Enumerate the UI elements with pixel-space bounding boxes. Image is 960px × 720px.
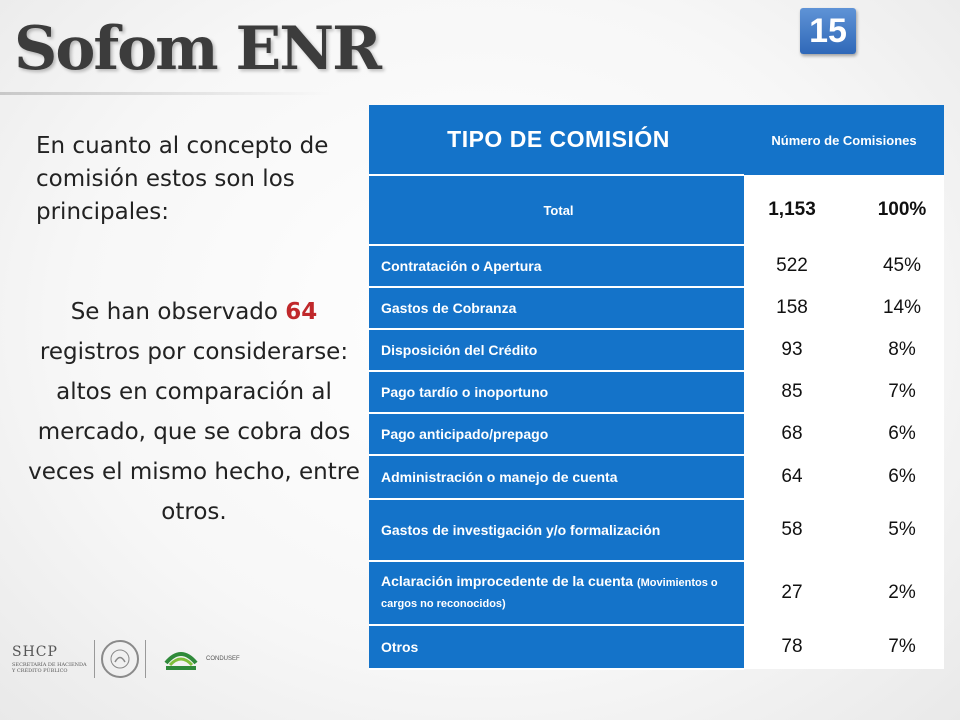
row-label: Pago tardío o inoportuno — [369, 370, 744, 414]
table-header-row: TIPO DE COMISIÓN Número de Comisiones — [369, 105, 945, 176]
row-value: 27 — [744, 561, 860, 625]
header-commission-count: Número de Comisiones — [744, 105, 945, 175]
logo-divider — [145, 640, 146, 678]
row-value: 93 — [744, 329, 860, 371]
row-pct: 14% — [860, 287, 945, 329]
row-value: 158 — [744, 287, 860, 329]
intro-text: En cuanto al concepto de comisión estos … — [36, 133, 329, 225]
row-pct: 6% — [860, 455, 945, 499]
mexico-seal-icon — [101, 640, 139, 678]
title-underline — [0, 92, 330, 95]
total-label: Total — [369, 174, 744, 246]
row-label: Aclaración improcedente de la cuenta — [381, 573, 634, 589]
table-row: Contratación o Apertura 522 45% — [369, 244, 945, 288]
row-pct: 8% — [860, 329, 945, 371]
row-label: Pago anticipado/prepago — [369, 412, 744, 456]
row-label: Otros — [369, 624, 744, 670]
row-label: Contratación o Apertura — [369, 244, 744, 288]
table-row: Gastos de investigación y/o formalizació… — [369, 498, 945, 562]
row-label: Gastos de Cobranza — [369, 286, 744, 330]
observation-paragraph: Se han observado 64 registros por consid… — [18, 292, 370, 532]
row-value: 64 — [744, 455, 860, 499]
condusef-logo-icon — [164, 652, 198, 670]
table-row: Otros 78 7% — [369, 624, 945, 670]
row-label: Administración o manejo de cuenta — [369, 454, 744, 500]
slide-number-badge: 15 — [800, 8, 856, 54]
row-value: 522 — [744, 245, 860, 287]
table-row-total: Total 1,153 100% — [369, 174, 945, 246]
observation-count: 64 — [285, 299, 318, 325]
observation-prefix: Se han observado — [70, 299, 286, 325]
row-pct: 5% — [860, 499, 945, 561]
table-row: Pago anticipado/prepago 68 6% — [369, 412, 945, 456]
row-note: (Movimientos o cargos no reconocidos) — [381, 577, 718, 610]
row-pct: 7% — [860, 625, 945, 669]
slide-title: Sofom ENR — [14, 14, 382, 84]
row-pct: 7% — [860, 371, 945, 413]
row-value: 58 — [744, 499, 860, 561]
row-pct: 2% — [860, 561, 945, 625]
table-row: Administración o manejo de cuenta 64 6% — [369, 454, 945, 500]
shcp-logo-subtext: SECRETARÍA DE HACIENDA Y CRÉDITO PÚBLICO — [12, 662, 87, 674]
logo-divider — [94, 640, 95, 678]
condusef-logo-text: CONDUSEF — [206, 656, 240, 662]
row-label: Gastos de investigación y/o formalizació… — [369, 498, 744, 562]
total-value: 1,153 — [744, 175, 860, 245]
commission-table: TIPO DE COMISIÓN Número de Comisiones To… — [369, 105, 945, 670]
table-row: Aclaración improcedente de la cuenta (Mo… — [369, 560, 945, 626]
row-pct: 45% — [860, 245, 945, 287]
header-commission-type: TIPO DE COMISIÓN — [369, 105, 744, 176]
observation-suffix: registros por considerarse: altos en com… — [28, 339, 360, 525]
row-pct: 6% — [860, 413, 945, 455]
row-value: 78 — [744, 625, 860, 669]
table-row: Gastos de Cobranza 158 14% — [369, 286, 945, 330]
row-value: 85 — [744, 371, 860, 413]
row-value: 68 — [744, 413, 860, 455]
row-label-group: Aclaración improcedente de la cuenta (Mo… — [369, 560, 744, 626]
footer-logos: SHCP SECRETARÍA DE HACIENDA Y CRÉDITO PÚ… — [12, 636, 276, 682]
row-label: Disposición del Crédito — [369, 328, 744, 372]
total-pct: 100% — [860, 175, 945, 245]
shcp-logo: SHCP SECRETARÍA DE HACIENDA Y CRÉDITO PÚ… — [12, 644, 88, 674]
shcp-logo-text: SHCP — [12, 644, 58, 660]
table-row: Pago tardío o inoportuno 85 7% — [369, 370, 945, 414]
table-row: Disposición del Crédito 93 8% — [369, 328, 945, 372]
